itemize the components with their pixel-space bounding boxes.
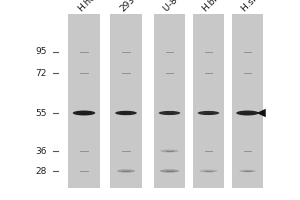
Text: 72: 72 xyxy=(35,68,46,77)
Bar xyxy=(68,14,100,188)
Text: U-87 MG: U-87 MG xyxy=(162,0,196,13)
Bar xyxy=(193,14,224,188)
Text: H.heart: H.heart xyxy=(76,0,106,13)
Ellipse shape xyxy=(200,170,217,172)
Bar xyxy=(110,14,142,188)
Text: H.brain: H.brain xyxy=(201,0,230,13)
Bar xyxy=(154,14,185,188)
Text: 293: 293 xyxy=(118,0,136,13)
Ellipse shape xyxy=(159,111,180,115)
Ellipse shape xyxy=(198,111,219,115)
Bar xyxy=(232,14,263,188)
Text: 36: 36 xyxy=(35,146,46,156)
Ellipse shape xyxy=(117,169,135,173)
Text: 55: 55 xyxy=(35,108,46,117)
Polygon shape xyxy=(256,109,266,117)
Ellipse shape xyxy=(160,150,178,152)
Ellipse shape xyxy=(236,111,259,115)
Ellipse shape xyxy=(160,169,179,173)
Text: 95: 95 xyxy=(35,47,46,56)
Ellipse shape xyxy=(115,111,137,115)
Ellipse shape xyxy=(239,170,256,172)
Text: H.skeletal muscle: H.skeletal muscle xyxy=(240,0,300,13)
Ellipse shape xyxy=(73,111,95,115)
Text: 28: 28 xyxy=(35,166,46,176)
